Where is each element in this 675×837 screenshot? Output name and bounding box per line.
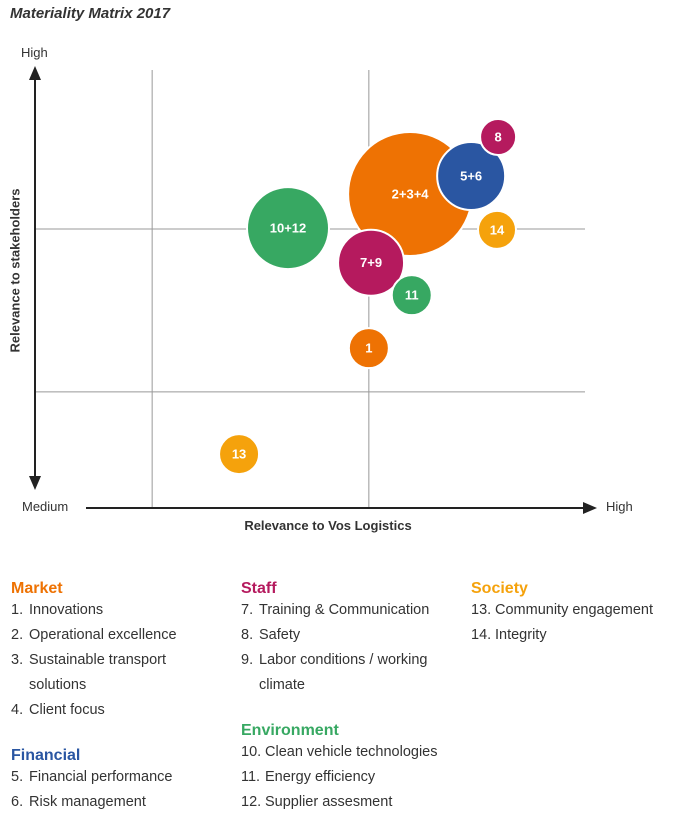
legend-item: 5. Financial performance [11, 765, 231, 790]
y-axis-arrow-down-icon [29, 476, 41, 490]
x-axis-arrow-right-icon [583, 502, 597, 514]
legend-item: 3. Sustainable transport solutions [11, 648, 211, 698]
bubble-circle [347, 327, 390, 370]
item-number: 7. [241, 602, 254, 618]
item-number: 10. [241, 744, 262, 760]
legend-column-3: Society 13. Community engagement 14. Integ… [471, 580, 671, 648]
bubble-5-6: 5+6 [436, 140, 507, 211]
item-text: Labor conditions / working climate [259, 652, 428, 693]
legend-item: 6. Risk management [11, 790, 231, 815]
x-tick-medium: Medium [22, 499, 69, 514]
item-text: Community engagement [495, 602, 653, 618]
item-number: 1. [11, 602, 24, 618]
item-number: 2. [11, 627, 24, 643]
bubble-circle [479, 118, 518, 157]
bubble-label: 10+12 [270, 221, 307, 236]
item-text: Clean vehicle technologies [265, 744, 438, 760]
bubble-label: 14 [490, 222, 505, 237]
legend-group-staff: Staff 7. Training & Communication 8. Safet… [241, 580, 466, 698]
x-axis [86, 502, 597, 514]
item-text: Supplier assesment [265, 794, 393, 810]
bubble-label: 7+9 [360, 255, 382, 270]
bubble-label: 2+3+4 [392, 186, 430, 201]
item-number: 3. [11, 652, 24, 668]
legend-item: 1. Innovations [11, 598, 231, 623]
legend-column-1: Market 1. Innovations 2. Operational excel… [11, 580, 231, 815]
legend-heading-staff: Staff [241, 580, 277, 597]
x-axis-label: Relevance to Vos Logistics [244, 518, 412, 533]
bubble-label: 5+6 [460, 168, 482, 183]
legend-item: 14. Integrity [471, 623, 671, 648]
bubble-label: 11 [405, 288, 419, 303]
bubble-7-9: 7+9 [337, 228, 406, 297]
item-number: 13. [471, 602, 492, 618]
bubble-circle [337, 228, 406, 297]
legend-item: 13. Community engagement [471, 598, 671, 623]
item-number: 4. [11, 702, 24, 718]
bubble-13: 13 [218, 433, 261, 476]
legend-group-financial: Financial 5. Financial performance 6. Risk… [11, 747, 231, 815]
item-number: 5. [11, 769, 24, 785]
y-axis [29, 66, 41, 490]
legend-item: 8. Safety [241, 623, 466, 648]
legend-heading-environment: Environment [241, 722, 339, 739]
bubble-10-12: 10+12 [246, 186, 330, 271]
bubble-1: 1 [347, 327, 390, 370]
item-text: Safety [259, 627, 301, 643]
legend-item: 7. Training & Communication [241, 598, 466, 623]
legend-group-environment: Environment 10. Clean vehicle technologie… [241, 722, 466, 815]
legend-item: 2. Operational excellence [11, 623, 231, 648]
bubble-label: 1 [365, 341, 372, 356]
legend-heading-financial: Financial [11, 747, 81, 764]
bubble-circle [436, 140, 507, 211]
item-number: 12. [241, 794, 262, 810]
bubble-circle [218, 433, 261, 476]
item-text: Integrity [495, 627, 547, 643]
legend-item: 4. Client focus [11, 698, 231, 723]
y-axis-label: Relevance to stakeholders [7, 188, 23, 353]
bubble-14: 14 [477, 209, 517, 250]
bubble-circle [390, 274, 433, 317]
legend-item: 12. Supplier assesment [241, 790, 466, 815]
x-tick-high: High [606, 499, 633, 514]
item-number: 6. [11, 794, 24, 810]
legend-heading-market: Market [11, 580, 63, 597]
item-text: Sustainable transport solutions [29, 652, 167, 693]
legend-heading-society: Society [471, 580, 528, 597]
item-number: 8. [241, 627, 254, 643]
bubble-circle [246, 186, 330, 271]
bubble-8: 8 [479, 118, 518, 157]
legend-item: 11. Energy efficiency [241, 765, 466, 790]
bubble-label: 8 [494, 130, 501, 145]
chart-title: Materiality Matrix 2017 [10, 5, 171, 22]
item-text: Innovations [29, 602, 104, 618]
item-text: Client focus [29, 702, 105, 718]
legend-item: 9. Labor conditions / working climate [241, 648, 456, 698]
y-tick-high: High [21, 45, 48, 60]
bubble-11: 11 [390, 274, 433, 317]
y-axis-arrow-up-icon [29, 66, 41, 80]
bubble-circle [477, 209, 517, 250]
legend-group-society: Society 13. Community engagement 14. Integ… [471, 580, 671, 648]
item-text: Training & Communication [259, 602, 430, 618]
item-number: 11. [241, 769, 261, 785]
legend-group-market: Market 1. Innovations 2. Operational excel… [11, 580, 231, 723]
legend-column-2: Staff 7. Training & Communication 8. Safet… [241, 580, 466, 815]
item-number: 9. [241, 652, 254, 668]
bubble-label: 13 [232, 447, 246, 462]
item-text: Operational excellence [29, 627, 177, 643]
legend-item: 10. Clean vehicle technologies [241, 740, 466, 765]
item-number: 14. [471, 627, 492, 643]
item-text: Risk management [29, 794, 146, 810]
item-text: Financial performance [29, 769, 173, 785]
item-text: Energy efficiency [265, 769, 376, 785]
